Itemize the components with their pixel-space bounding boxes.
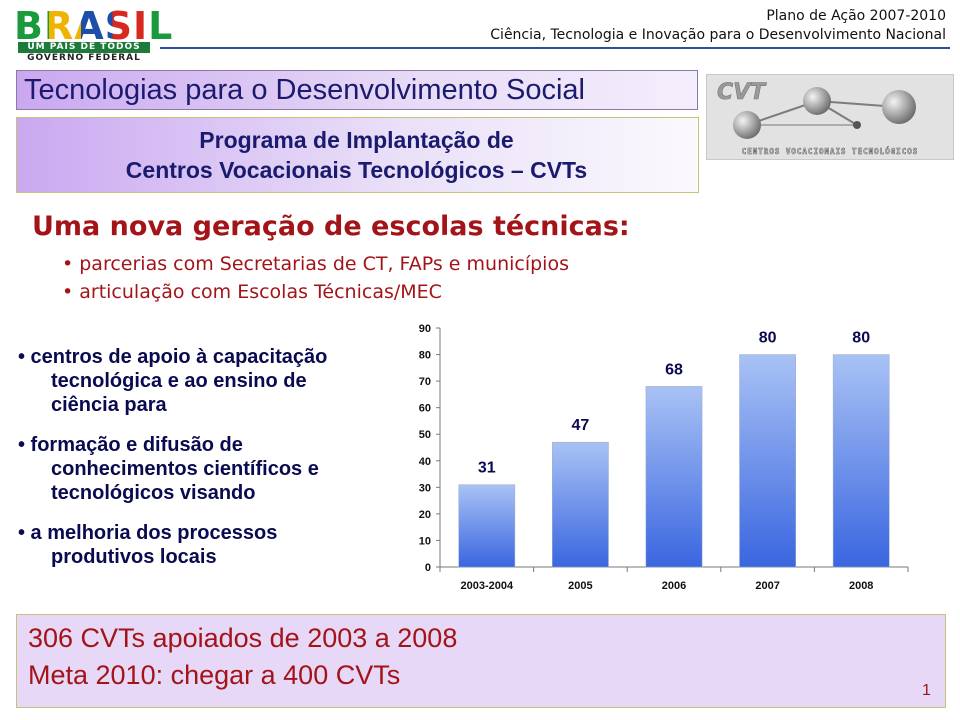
logo-government: GOVERNO FEDERAL (27, 53, 141, 63)
x-tick-label: 2006 (662, 580, 686, 592)
page-number: 1 (922, 682, 931, 699)
sub-bullet-partnerships: • parcerias com Secretarias de CT, FAPs … (62, 253, 569, 275)
y-tick-label: 0 (425, 562, 431, 574)
logo-word: BRASIL (14, 4, 174, 48)
bar (645, 386, 703, 568)
bullet-line: tecnológicos visando (51, 482, 256, 504)
cvt-caption: CENTROS VOCACIONAIS TECNOLÓGICOS (742, 147, 919, 156)
slide-title: Tecnologias para o Desenvolvimento Socia… (24, 74, 585, 106)
summary-supported: 306 CVTs apoiados de 2003 a 2008 (28, 623, 458, 653)
x-tick-label: 2008 (849, 580, 873, 592)
data-label: 31 (478, 460, 496, 477)
y-tick-label: 50 (419, 429, 431, 441)
y-tick-label: 40 (419, 456, 431, 468)
logo-tagline: UM PAÍS DE TODOS (18, 42, 150, 53)
bullet-line: ciência para (51, 394, 167, 416)
program-banner (16, 117, 699, 193)
bullet-support-centers: • centros de apoio à capacitação tecnoló… (18, 345, 408, 417)
program-title-line2: Centros Vocacionais Tecnológicos – CVTs (125, 157, 588, 183)
data-label: 80 (852, 330, 870, 347)
header-plan-subtitle: Ciência, Tecnologia e Inovação para o De… (490, 27, 946, 43)
bar (832, 354, 890, 568)
data-label: 47 (572, 417, 590, 434)
x-tick-label: 2005 (568, 580, 592, 592)
data-label: 68 (665, 361, 683, 378)
cvt-logo-image: CVT CENTROS VOCACIONAIS TECNOLÓGICOS (706, 74, 954, 160)
bullet-knowledge-diffusion: • formação e difusão de conhecimentos ci… (18, 433, 408, 505)
bar (458, 484, 516, 568)
bullet-line: conhecimentos científicos e (51, 458, 319, 480)
sub-bullet-articulation: • articulação com Escolas Técnicas/MEC (62, 281, 442, 303)
y-tick-label: 80 (419, 350, 431, 362)
cvt-bar-chart: 0 10 20 30 40 50 60 70 80 90 31 2003-2004 47 2005 68 20… (419, 323, 909, 592)
summary-goal: Meta 2010: chegar a 400 CVTs (28, 660, 401, 690)
y-tick-label: 20 (419, 509, 431, 521)
bullet-line: tecnológica e ao ensino de (51, 370, 307, 392)
y-tick-label: 30 (419, 482, 431, 494)
program-title-line1: Programa de Implantação de (199, 127, 514, 153)
x-tick-label: 2007 (755, 580, 779, 592)
header-plan-title: Plano de Ação 2007-2010 (766, 8, 946, 24)
bullet-line: • centros de apoio à capacitação (18, 346, 328, 368)
data-label: 80 (759, 330, 777, 347)
title-banner (16, 70, 698, 110)
x-tick-label: 2003-2004 (460, 580, 513, 592)
summary-banner (16, 614, 946, 708)
bar (739, 354, 796, 568)
header-divider (160, 47, 950, 49)
bar (552, 441, 609, 568)
y-tick-label: 60 (419, 403, 431, 415)
section-heading: Uma nova geração de escolas técnicas: (32, 211, 630, 242)
cvt-mark: CVT (717, 80, 767, 105)
y-tick-label: 10 (419, 535, 431, 547)
bullet-line: • formação e difusão de (18, 434, 243, 456)
y-tick-label: 70 (419, 376, 431, 388)
y-tick-label: 90 (419, 323, 431, 335)
bullet-process-improvement: • a melhoria dos processos produtivos lo… (18, 521, 408, 569)
cvt-logo-graphic: CVT CENTROS VOCACIONAIS TECNOLÓGICOS (707, 75, 953, 159)
bullet-line: • a melhoria dos processos (18, 522, 278, 544)
bullet-line: produtivos locais (51, 546, 217, 568)
